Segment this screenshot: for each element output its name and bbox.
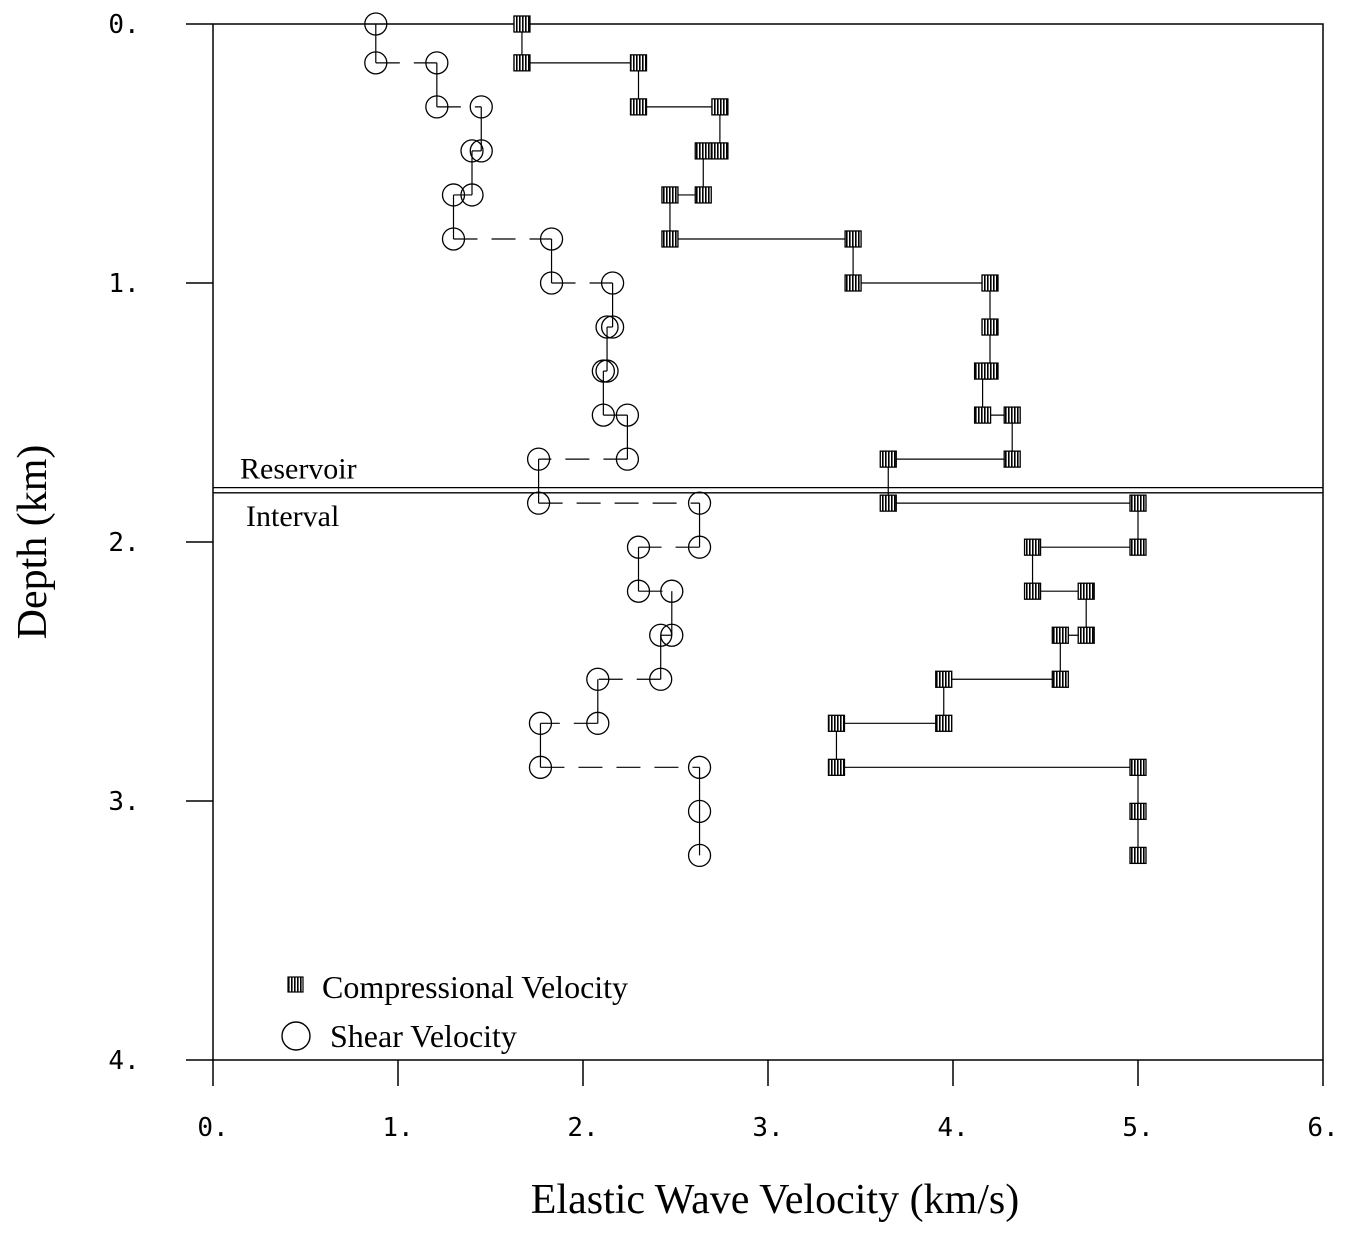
shear-velocity-point [595, 315, 619, 339]
shear-velocity-point [539, 271, 564, 295]
compressional-velocity-point [513, 15, 531, 33]
compressional-velocity-point [694, 186, 712, 204]
shear-velocity-point [660, 623, 684, 647]
compressional-velocity-point [844, 230, 862, 248]
shear-velocity-point [687, 491, 712, 515]
legend: Compressional Velocity Shear Velocity [281, 969, 628, 1054]
compressional-velocity-point [1051, 626, 1069, 644]
y-tick-label: 1. [108, 269, 139, 299]
shear-velocity-point [649, 623, 673, 647]
compressional-velocity-point [661, 230, 679, 248]
shear-velocity-point [615, 403, 640, 427]
shear-velocity-point [687, 799, 712, 824]
compressional-velocity-point [827, 758, 846, 776]
compressional-velocity-point [711, 98, 729, 116]
shear-velocity-point [364, 12, 388, 36]
compressional-velocity-point [879, 494, 897, 512]
shear-velocity-point [460, 183, 484, 207]
x-tick-label: 5. [1122, 1113, 1153, 1143]
compressional-velocity-point [1003, 406, 1021, 424]
shear-velocity-point [460, 139, 484, 163]
x-tick-label: 6. [1307, 1113, 1338, 1143]
shear-velocity-point [526, 447, 551, 471]
shear-velocity-point [687, 843, 712, 868]
compressional-velocity-point [981, 318, 999, 336]
compressional-velocity-point [1129, 846, 1147, 865]
shear-velocity-point [441, 227, 466, 251]
compressional-velocity-point [629, 98, 648, 116]
shear-velocity-point [660, 579, 684, 603]
compressional-velocity-point [879, 450, 897, 468]
compressional-velocity-point [1023, 538, 1042, 556]
series-markers [364, 12, 1147, 868]
compressional-velocity-point [1077, 626, 1095, 644]
shear-velocity-point [615, 447, 640, 471]
shear-velocity-point [528, 711, 553, 735]
reservoir-boundary: Reservoir Interval [213, 453, 1323, 533]
compressional-velocity-point [935, 670, 953, 688]
compressional-velocity-point [973, 362, 992, 380]
x-tick-label: 4. [937, 1113, 968, 1143]
compressional-velocity-point [1129, 538, 1147, 556]
y-tick-label: 3. [108, 787, 139, 817]
shear-velocity-point [687, 535, 712, 559]
shear-velocity-point [539, 227, 564, 251]
legend-compressional-label: Compressional Velocity [322, 969, 628, 1005]
compressional-velocity-point [827, 714, 846, 732]
shear-velocity-point [364, 51, 388, 75]
y-tick-label: 0. [108, 10, 139, 40]
compressional-velocity-point [973, 406, 992, 424]
shear-velocity-point [591, 403, 615, 427]
compressional-velocity-point [1129, 802, 1147, 821]
series-connectors [375, 24, 1139, 856]
shear-velocity-point [649, 667, 673, 691]
y-axis-title: Depth (km) [10, 445, 56, 640]
x-axis-title: Elastic Wave Velocity (km/s) [531, 1177, 1019, 1223]
shear-velocity-point [526, 491, 551, 515]
shear-velocity-point [586, 711, 610, 735]
shear-velocity-point [687, 755, 712, 779]
x-tick-label: 0. [197, 1113, 228, 1143]
compressional-velocity-point [844, 274, 862, 292]
x-tick-label: 2. [567, 1113, 598, 1143]
compressional-velocity-point [1129, 494, 1147, 512]
shear-velocity-point [591, 359, 615, 383]
compressional-velocity-point [661, 186, 679, 204]
compressional-velocity-point [1003, 450, 1021, 468]
plot-frame [212, 23, 1324, 1061]
shear-velocity-point [586, 667, 610, 691]
legend-compressional-marker [287, 976, 304, 993]
compressional-velocity-point [694, 142, 712, 160]
compressional-velocity-point [711, 142, 729, 160]
compressional-velocity-point [1077, 582, 1095, 600]
shear-velocity-point [600, 315, 625, 339]
legend-shear-label: Shear Velocity [330, 1018, 517, 1054]
compressional-velocity-point [1129, 758, 1147, 776]
legend-shear-marker [281, 1021, 311, 1051]
x-tick-label: 3. [752, 1113, 783, 1143]
compressional-velocity-point [935, 714, 953, 732]
annotation-above-label: Reservoir [240, 453, 357, 486]
shear-velocity-point [425, 51, 449, 75]
shear-velocity-point [469, 95, 493, 119]
shear-velocity-point [600, 271, 625, 295]
shear-velocity-point [626, 535, 651, 559]
compressional-velocity-point [513, 54, 531, 72]
shear-velocity-point [425, 95, 449, 119]
annotation-below-label: Interval [246, 500, 339, 533]
shear-velocity-point [528, 755, 553, 779]
shear-velocity-point [469, 139, 493, 163]
compressional-velocity-point [1051, 670, 1069, 688]
axes: 0. 1. 2. 3. 4. 5. 6. 0. 1. 2. 3. 4. [108, 10, 1338, 1143]
compressional-velocity-point [981, 274, 999, 292]
shear-velocity-point [626, 579, 651, 603]
y-tick-label: 4. [108, 1046, 139, 1076]
x-tick-label: 1. [382, 1113, 413, 1143]
compressional-velocity-point [629, 54, 648, 72]
shear-velocity-point [441, 183, 466, 207]
compressional-velocity-point [1023, 582, 1042, 600]
y-tick-label: 2. [108, 528, 139, 558]
